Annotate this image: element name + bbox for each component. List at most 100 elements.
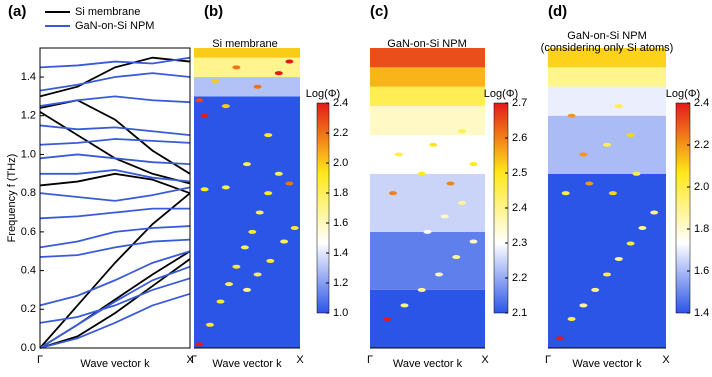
heat-spot: [266, 258, 275, 263]
heat-spot: [285, 181, 294, 186]
colorbar-label: Log(Φ): [306, 88, 340, 100]
panel-title: Si membrane: [212, 38, 277, 50]
y-tick-label: 1.4: [21, 71, 36, 83]
band-line: [39, 124, 191, 136]
heat-spot: [435, 272, 443, 277]
heat-band: [194, 77, 300, 97]
x-tick-label: X: [296, 354, 304, 366]
heat-spot: [429, 142, 438, 147]
heat-spot: [591, 287, 600, 292]
heat-spot: [221, 104, 230, 109]
heat-spot: [221, 185, 230, 190]
band-line: [39, 111, 191, 185]
heat-spot: [608, 191, 617, 196]
colorbar-label: Log(Φ): [666, 88, 700, 100]
heat-spot: [255, 210, 264, 215]
band-line: [39, 277, 191, 324]
colorbar-tick-label: 1.6: [333, 217, 348, 229]
heat-spot: [417, 171, 426, 176]
heat-spot: [614, 256, 623, 261]
x-axis-label: Wave vector k: [212, 358, 282, 370]
heat-spot: [224, 282, 233, 287]
band-line: [40, 169, 191, 183]
band-line: [39, 265, 191, 349]
heat-spot: [638, 226, 647, 230]
heat-spot: [216, 299, 225, 304]
colorbar-tick-label: 2.2: [512, 272, 527, 284]
x-tick-label: X: [662, 354, 670, 366]
heat-spot: [417, 287, 426, 292]
panel-label: (c): [370, 3, 388, 20]
band-line: [39, 225, 191, 249]
colorbar-tick-label: 1.8: [333, 187, 348, 199]
heat-spot: [200, 113, 209, 118]
x-tick-label: Γ: [545, 354, 551, 366]
colorbar-tick-label: 2.5: [512, 167, 527, 179]
colorbar-tick-label: 2.7: [512, 97, 527, 109]
panel-title: GaN-on-Si NPM: [567, 30, 646, 42]
x-tick-label: Γ: [191, 354, 197, 366]
heat-band: [370, 106, 485, 136]
heat-spot: [585, 181, 594, 186]
colorbar-tick-label: 2.6: [512, 132, 527, 144]
heat-spot: [195, 98, 204, 103]
panel-label: (b): [204, 3, 223, 20]
heat-spot: [614, 104, 623, 109]
colorbar: [675, 102, 691, 314]
colorbar-tick-label: 1.2: [333, 277, 348, 289]
colorbar-tick-label: 1.8: [694, 223, 709, 235]
colorbar-tick-label: 2.4: [694, 97, 709, 109]
heat-spot: [253, 84, 262, 89]
x-axis-label: Wave vector k: [80, 358, 150, 370]
y-tick-label: 1.2: [21, 110, 36, 122]
panel-subtitle: (considering only Si atoms): [541, 42, 674, 54]
heat-band: [194, 57, 300, 78]
y-axis-label: Frequency f (THz): [6, 154, 18, 243]
colorbar-tick-label: 2.0: [333, 157, 348, 169]
band-line: [39, 56, 191, 69]
heat-spot: [274, 171, 283, 176]
band-line: [39, 207, 190, 220]
heat-spot: [458, 129, 466, 134]
heat-band: [370, 67, 485, 87]
colorbar-tick-label: 2.3: [512, 237, 527, 249]
colorbar-tick-label: 1.4: [694, 307, 709, 319]
colorbar-tick-label: 1.4: [333, 247, 348, 259]
panel-label: (d): [548, 3, 567, 20]
band-line: [39, 186, 191, 202]
heat-spot: [579, 152, 588, 157]
colorbar-tick-label: 2.1: [512, 307, 527, 319]
panel-title: GaN-on-Si NPM: [387, 38, 466, 50]
heat-spot: [232, 264, 241, 269]
heat-spot: [626, 241, 635, 246]
x-tick-label: X: [186, 354, 194, 366]
band-line: [39, 56, 191, 98]
heat-spot: [458, 200, 466, 205]
band-line: [39, 250, 191, 307]
heat-spot: [285, 59, 294, 64]
band-line: [39, 95, 191, 107]
y-tick-label: 0.8: [21, 187, 36, 199]
heat-spot: [603, 272, 611, 277]
heat-spot: [469, 239, 478, 244]
heat-spot: [579, 303, 588, 308]
heat-spot: [200, 187, 209, 192]
y-tick-label: 0.0: [21, 342, 36, 354]
heat-spot: [240, 245, 249, 250]
heat-spot: [650, 210, 659, 215]
band-line: [39, 238, 191, 258]
colorbar-tick-label: 2.2: [694, 139, 709, 151]
band-line: [39, 153, 191, 166]
heat-band: [548, 86, 666, 116]
heat-spot: [248, 229, 257, 234]
colorbar-tick-label: 2.2: [333, 127, 348, 139]
heat-band: [194, 48, 300, 58]
heat-spot: [446, 181, 455, 186]
y-tick-label: 0.4: [21, 264, 36, 276]
heat-spot: [567, 316, 576, 321]
band-line: [39, 172, 191, 195]
heat-band: [548, 67, 666, 87]
heat-band: [370, 86, 485, 107]
heat-band: [370, 135, 485, 174]
